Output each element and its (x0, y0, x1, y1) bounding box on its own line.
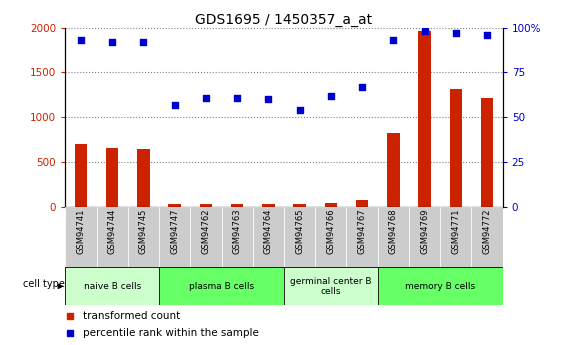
Bar (190, 207, 222, 267)
Text: GSM94765: GSM94765 (295, 209, 304, 254)
Bar (253, 207, 284, 267)
Text: germinal center B
cells: germinal center B cells (290, 277, 371, 296)
Bar (481, 98, 494, 207)
Text: GSM94741: GSM94741 (77, 209, 85, 254)
Text: transformed count: transformed count (83, 311, 180, 321)
Text: cell type: cell type (23, 279, 65, 289)
Bar (440, 207, 471, 267)
Point (295, 107, 304, 113)
Bar (159, 267, 284, 305)
Bar (315, 207, 346, 267)
Bar (418, 31, 431, 207)
Bar (378, 267, 503, 305)
Text: GSM94768: GSM94768 (389, 209, 398, 254)
Text: GSM94745: GSM94745 (139, 209, 148, 254)
Bar (325, 203, 337, 207)
Point (451, 30, 460, 36)
Bar (356, 200, 369, 207)
Point (326, 93, 335, 99)
Text: memory B cells: memory B cells (405, 282, 475, 291)
Bar (284, 267, 378, 305)
Point (358, 84, 367, 90)
Bar (284, 207, 315, 267)
Bar (200, 204, 212, 207)
Point (108, 39, 117, 45)
Point (389, 37, 398, 43)
Title: GDS1695 / 1450357_a_at: GDS1695 / 1450357_a_at (195, 12, 373, 27)
Bar (222, 207, 253, 267)
Text: plasma B cells: plasma B cells (189, 282, 254, 291)
Bar (387, 134, 400, 207)
Bar (128, 207, 159, 267)
Bar (294, 204, 306, 207)
Text: percentile rank within the sample: percentile rank within the sample (83, 328, 258, 338)
Text: naive B cells: naive B cells (83, 282, 141, 291)
Bar (137, 149, 150, 207)
Bar (471, 207, 503, 267)
Bar (262, 204, 275, 207)
Text: GSM94766: GSM94766 (327, 209, 335, 254)
Bar (75, 144, 87, 207)
Point (202, 95, 211, 100)
Text: GSM94747: GSM94747 (170, 209, 179, 254)
Point (264, 97, 273, 102)
Point (170, 102, 179, 108)
Text: GSM94769: GSM94769 (420, 209, 429, 254)
Text: GSM94762: GSM94762 (202, 209, 210, 254)
Text: GSM94771: GSM94771 (452, 209, 460, 254)
Point (76, 37, 86, 43)
Text: GSM94772: GSM94772 (483, 209, 491, 254)
Bar (346, 207, 378, 267)
Bar (159, 207, 190, 267)
Text: GSM94764: GSM94764 (264, 209, 273, 254)
Bar (169, 204, 181, 207)
Point (233, 95, 242, 100)
Bar (409, 207, 440, 267)
Bar (378, 207, 409, 267)
Point (139, 39, 148, 45)
Point (420, 28, 429, 34)
Bar (231, 204, 243, 207)
Bar (106, 148, 119, 207)
Text: GSM94744: GSM94744 (108, 209, 116, 254)
Bar (97, 207, 128, 267)
Bar (65, 267, 159, 305)
Text: GSM94763: GSM94763 (233, 209, 241, 254)
Bar (450, 89, 462, 207)
Bar (65, 207, 97, 267)
Point (483, 32, 492, 38)
Text: GSM94767: GSM94767 (358, 209, 366, 254)
